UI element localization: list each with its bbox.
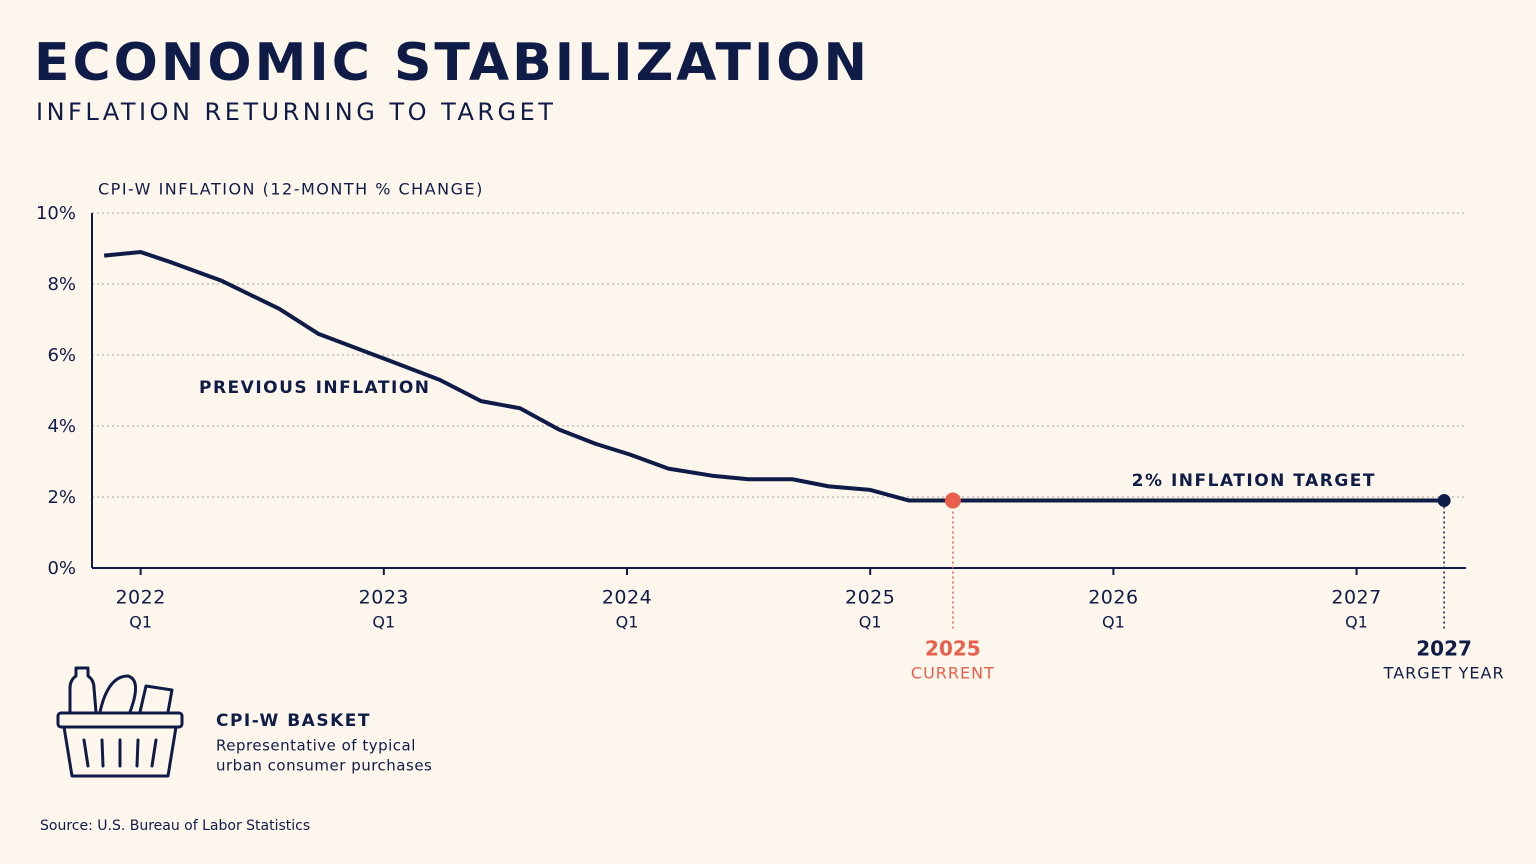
series-line: [103, 250, 1445, 503]
marker: [1437, 494, 1451, 508]
y-tick-label: 8%: [47, 274, 76, 295]
source: Source: U.S. Bureau of Labor Statistics: [40, 818, 310, 834]
x-tick-sublabel: Q1: [129, 613, 152, 632]
x-tick-sublabel: Q1: [859, 613, 882, 632]
basket-text: Representative of typical: [216, 737, 416, 755]
annotation: 2% INFLATION TARGET: [1132, 471, 1376, 491]
x-tick-label: 2027: [1331, 587, 1381, 609]
basket-icon: [56, 666, 184, 778]
x-tick-label: 2026: [1088, 587, 1138, 609]
basket-title: CPI-W BASKET: [216, 711, 371, 731]
y-tick-label: 0%: [47, 558, 76, 579]
marker-label: 2025: [925, 637, 981, 661]
y-tick-label: 4%: [47, 416, 76, 437]
marker-note: TARGET YEAR: [1383, 664, 1505, 683]
y-axis-label: CPI-W INFLATION (12-MONTH % CHANGE): [98, 180, 484, 199]
marker: [944, 492, 961, 509]
x-tick-sublabel: Q1: [372, 613, 395, 632]
x-tick-sublabel: Q1: [1345, 613, 1368, 632]
x-tick-label: 2023: [359, 587, 409, 609]
basket-text: urban consumer purchases: [216, 757, 432, 775]
x-tick-sublabel: Q1: [616, 613, 639, 632]
y-tick-label: 2%: [47, 487, 76, 508]
chart-title: ECONOMIC STABILIZATION: [34, 33, 870, 93]
x-tick-sublabel: Q1: [1102, 613, 1125, 632]
y-tick-label: 10%: [36, 203, 76, 224]
y-tick-label: 6%: [47, 345, 76, 366]
x-tick-label: 2025: [845, 587, 895, 609]
x-tick-label: 2024: [602, 587, 652, 609]
marker-label: 2027: [1416, 637, 1472, 661]
x-tick-label: 2022: [115, 587, 165, 609]
chart-subtitle: INFLATION RETURNING TO TARGET: [36, 98, 556, 126]
series-label: PREVIOUS INFLATION: [199, 378, 431, 398]
marker-note: CURRENT: [911, 664, 995, 683]
